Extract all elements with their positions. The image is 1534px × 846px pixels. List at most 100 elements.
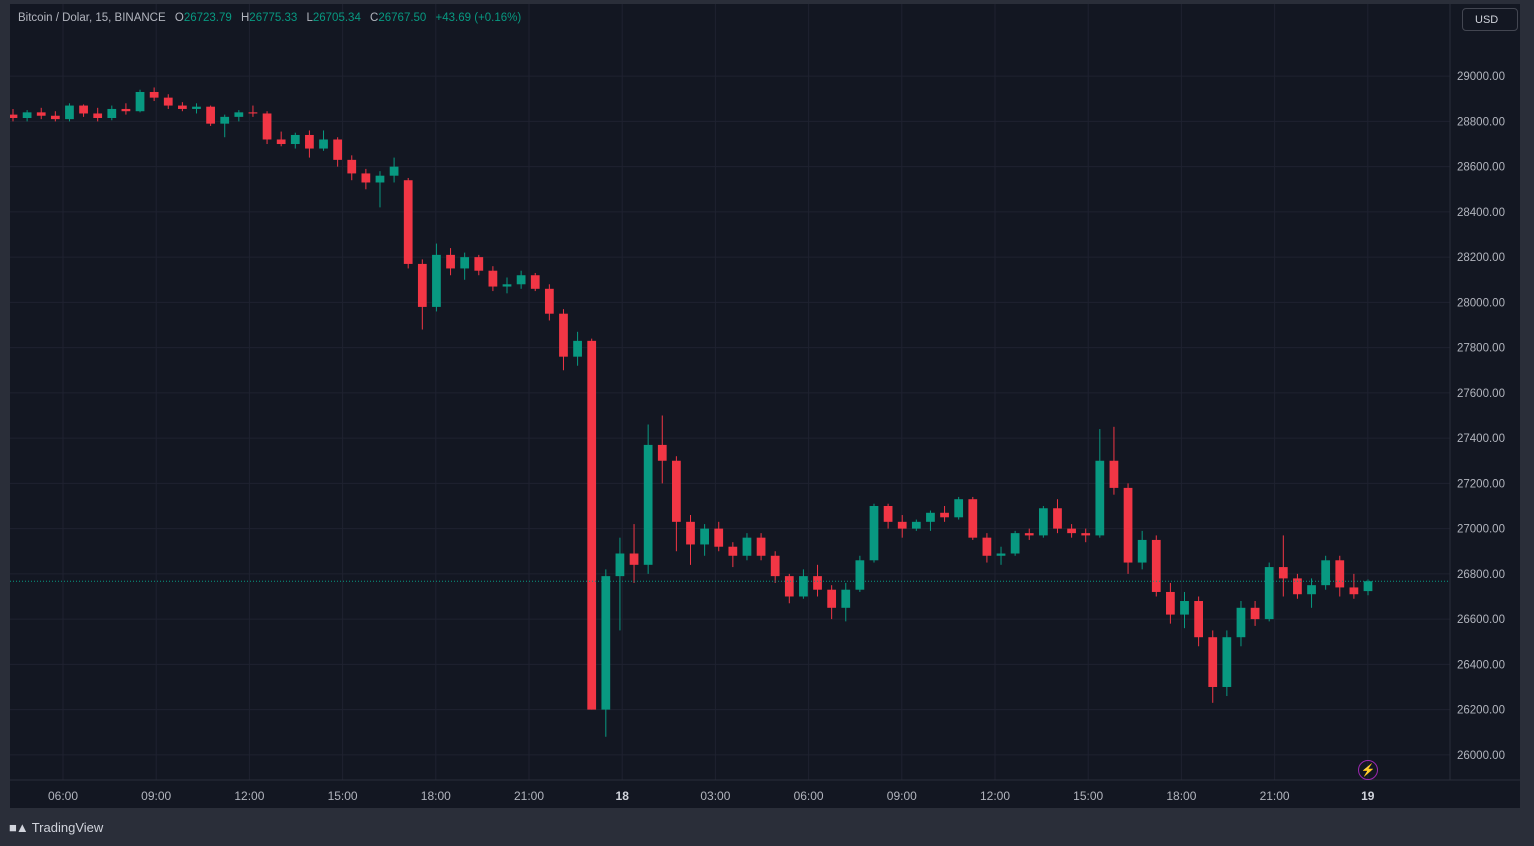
- high-value: 26775.33: [249, 12, 298, 24]
- x-tick-label: 18:00: [1166, 789, 1196, 803]
- candle-body: [1137, 539, 1147, 563]
- candle-body: [1194, 601, 1204, 638]
- candle: [347, 155, 357, 181]
- candle: [883, 503, 893, 529]
- lightning-icon[interactable]: ⚡: [1358, 760, 1378, 780]
- candle: [1180, 591, 1189, 629]
- candle-body: [206, 106, 215, 124]
- candle-body: [1250, 607, 1260, 620]
- candle: [121, 103, 131, 115]
- candle-body: [530, 275, 540, 289]
- candle-body: [10, 114, 18, 119]
- candle: [813, 564, 822, 597]
- candle-body: [333, 139, 343, 160]
- candle-body: [177, 105, 187, 109]
- candle-body: [1293, 578, 1302, 595]
- candle-body: [1208, 637, 1218, 687]
- candlestick-chart[interactable]: 29000.00 28800.00 28600.00 28400.00 28200.00…: [10, 4, 1520, 808]
- candle: [276, 131, 286, 147]
- tradingview-logo[interactable]: ■▲ TradingView: [9, 820, 103, 835]
- candle-body: [1166, 591, 1175, 615]
- candle-body: [587, 340, 597, 710]
- y-tick-label: 28000.00: [1457, 297, 1505, 309]
- candle: [1123, 483, 1133, 574]
- candle: [149, 87, 159, 102]
- candle: [968, 496, 978, 540]
- candle: [1208, 630, 1218, 703]
- candle: [1053, 499, 1062, 534]
- candle: [756, 533, 766, 561]
- candle-body: [1038, 508, 1048, 536]
- x-tick-label: 21:00: [1260, 789, 1290, 803]
- candle-body: [1053, 508, 1062, 529]
- chart-pane[interactable]: 29000.00 28800.00 28600.00 28400.00 28200.00…: [10, 4, 1520, 808]
- candle-body: [883, 505, 893, 522]
- candle-body: [192, 106, 201, 109]
- candle: [502, 277, 512, 294]
- x-tick-label: 09:00: [141, 789, 171, 803]
- candle-body: [403, 180, 413, 264]
- candle: [319, 130, 328, 151]
- candle-body: [488, 270, 498, 287]
- candle-body: [121, 108, 131, 112]
- candle: [10, 108, 18, 122]
- candle-body: [234, 112, 244, 117]
- x-tick-label: 18: [616, 789, 630, 803]
- candle-body: [954, 499, 964, 518]
- candle: [474, 254, 484, 276]
- candle: [714, 521, 724, 552]
- candle: [530, 272, 540, 292]
- y-tick-label: 26800.00: [1457, 569, 1505, 581]
- x-tick-label: 12:00: [234, 789, 264, 803]
- candle: [93, 107, 103, 122]
- candle-body: [290, 134, 300, 145]
- candle: [1109, 426, 1119, 495]
- candle-body: [361, 173, 371, 183]
- currency-button[interactable]: USD: [1462, 8, 1518, 31]
- candle-body: [643, 444, 653, 565]
- candle: [742, 533, 752, 561]
- x-tick-label: 18:00: [421, 789, 451, 803]
- candle-body: [1236, 607, 1246, 638]
- candle-body: [1180, 601, 1189, 615]
- candle: [220, 114, 230, 138]
- candle-body: [375, 175, 385, 183]
- candle: [911, 519, 921, 531]
- y-tick-label: 27600.00: [1457, 388, 1505, 400]
- candle: [65, 103, 74, 122]
- candle: [643, 424, 653, 574]
- candle: [1278, 535, 1288, 597]
- candle-body: [149, 91, 159, 98]
- high-label: H: [240, 12, 250, 24]
- candle: [841, 582, 851, 622]
- candle-body: [417, 263, 427, 307]
- candle: [799, 569, 808, 599]
- candle: [333, 137, 343, 167]
- candle: [629, 524, 639, 583]
- candle: [559, 309, 568, 371]
- candle: [982, 533, 992, 563]
- candle-body: [65, 105, 74, 120]
- y-tick-label: 28200.00: [1457, 252, 1505, 264]
- y-tick-label: 26200.00: [1457, 705, 1505, 717]
- candle-body: [686, 521, 695, 545]
- candle: [855, 555, 865, 592]
- candle: [544, 284, 554, 321]
- candle: [361, 168, 371, 190]
- candle: [1307, 578, 1316, 608]
- candle-body: [1081, 533, 1091, 536]
- candle-body: [135, 91, 145, 112]
- candle: [827, 585, 837, 620]
- candle-body: [305, 134, 314, 149]
- candle: [1038, 505, 1048, 538]
- candle-body: [982, 537, 992, 556]
- candle-body: [319, 139, 328, 149]
- candle: [1250, 601, 1260, 626]
- candle-body: [389, 166, 399, 176]
- y-tick-label: 29000.00: [1457, 71, 1505, 83]
- symbol-title[interactable]: Bitcoin / Dolar, 15, BINANCE: [18, 12, 166, 24]
- candle-body: [855, 560, 865, 590]
- candle-body: [50, 115, 60, 120]
- candle: [1137, 530, 1147, 570]
